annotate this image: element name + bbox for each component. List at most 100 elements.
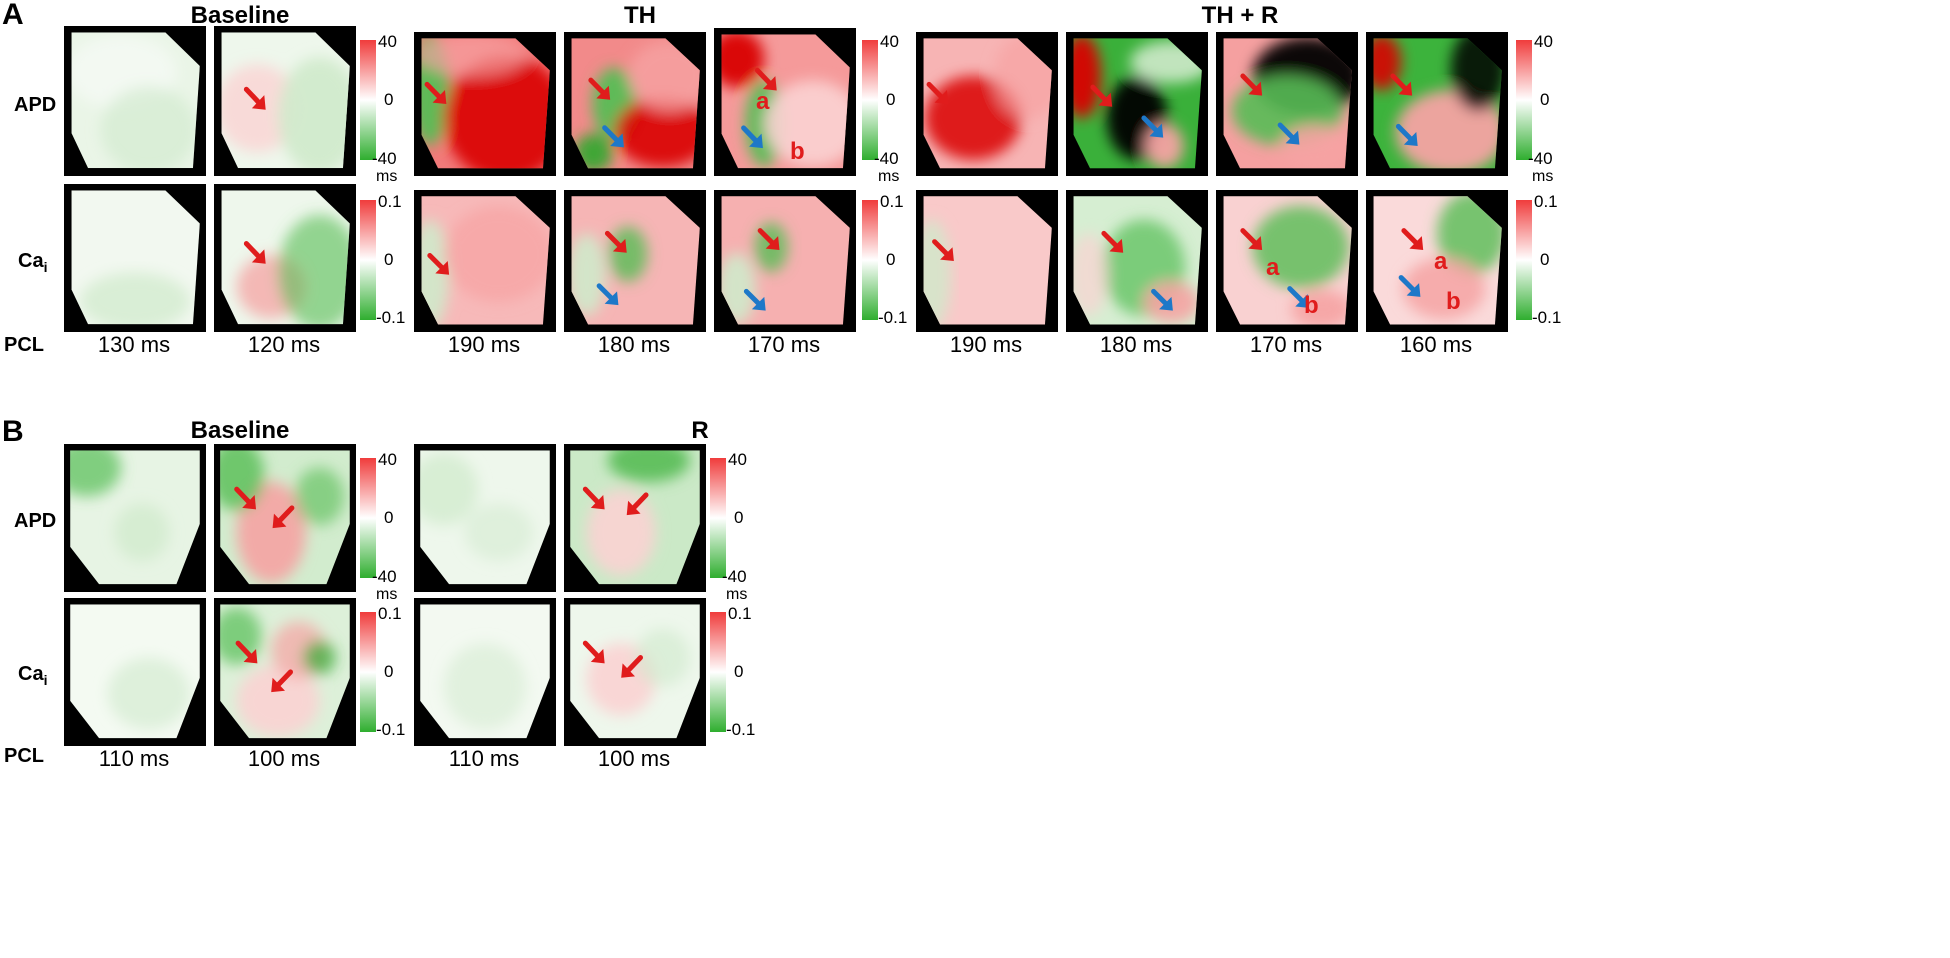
blue-arrow-icon [602, 125, 624, 148]
pcl-value: 170 ms [747, 332, 821, 357]
colorbar-min: -0.1 [878, 308, 908, 327]
colorbar-max: 0.1 [880, 192, 904, 211]
blue-arrow-icon [1141, 115, 1164, 138]
red-arrow-icon [243, 86, 266, 110]
annotation-b: b [790, 138, 805, 165]
group-title-baseline-b: Baseline [190, 417, 290, 444]
pcl-value: 190 ms [949, 332, 1023, 357]
group-title-th-r: TH + R [1201, 2, 1279, 29]
blue-arrow-icon [1277, 122, 1300, 145]
tissue-map [216, 28, 354, 174]
tissue-map [216, 186, 354, 330]
colorbar-min: -0.1 [726, 720, 756, 739]
colorbar-gradient [1516, 200, 1532, 320]
red-arrow-icon [926, 81, 949, 104]
pcl-value: 170 ms [1249, 332, 1323, 357]
colorbar-min: -40 [874, 149, 899, 168]
map-ca-b2 [214, 598, 356, 746]
pcl-value: 190 ms [447, 332, 521, 357]
red-arrow-icon [235, 640, 258, 664]
red-arrow-icon [626, 492, 649, 516]
tissue-map [216, 446, 354, 590]
red-arrow-icon [272, 505, 295, 529]
colorbar-gradient [360, 458, 376, 578]
red-arrow-icon [243, 241, 266, 264]
colorbar-min: -0.1 [1532, 308, 1562, 327]
map-apd-a4 [564, 32, 706, 176]
colorbar-max: 40 [728, 450, 747, 469]
blue-arrow-icon [1151, 288, 1173, 311]
map-apd-b2 [214, 444, 356, 592]
panel-letter-b: B [2, 415, 24, 448]
pcl-value: 180 ms [597, 332, 671, 357]
colorbar-min: -40 [1528, 149, 1553, 168]
annotation-b: b [1304, 292, 1319, 319]
tissue-map [416, 600, 554, 744]
tissue-map [66, 186, 204, 330]
annotation-a: a [1434, 248, 1448, 275]
pcl-value: 100 ms [597, 746, 671, 771]
map-apd-a7 [1066, 32, 1208, 176]
map-apd-a8 [1216, 32, 1358, 176]
tissue-map [216, 600, 354, 744]
tissue-map [1368, 192, 1506, 330]
pcl-value: 100 ms [247, 746, 321, 771]
map-ca-a2 [214, 184, 356, 332]
row-label-ca-b: Cai [18, 663, 47, 688]
colorbar-gradient [710, 612, 726, 732]
map-apd-b1 [64, 444, 206, 592]
red-arrow-icon [757, 228, 780, 250]
pcl-value: 110 ms [448, 746, 520, 771]
tissue-map [416, 192, 554, 330]
map-ca-a6 [916, 190, 1058, 332]
tissue-map [1218, 192, 1356, 330]
colorbar-mid: 0 [384, 90, 394, 109]
tissue-map [566, 600, 704, 744]
colorbar-unit: ms [376, 586, 398, 603]
red-arrow-icon [754, 67, 777, 91]
row-label-ca-a: Cai [18, 250, 47, 275]
red-arrow-icon [1101, 230, 1124, 253]
red-arrow-icon [1401, 228, 1424, 250]
tissue-map [1068, 34, 1206, 174]
map-apd-b3 [414, 444, 556, 592]
colorbar-min: -40 [722, 567, 747, 586]
pcl-value: 130 ms [97, 332, 171, 357]
group-title-r: R [691, 417, 709, 444]
blue-arrow-icon [1287, 286, 1310, 308]
colorbar-max: 0.1 [378, 604, 402, 623]
red-arrow-icon [271, 669, 294, 693]
colorbar-min: -40 [372, 149, 397, 168]
map-apd-a9 [1366, 32, 1508, 176]
colorbar-mid: 0 [886, 90, 896, 109]
map-apd-a1 [64, 26, 206, 176]
map-apd-a3 [414, 32, 556, 176]
colorbar-gradient [862, 200, 878, 320]
colorbar-gradient [360, 200, 376, 320]
row-label-pcl-b: PCL [4, 745, 44, 767]
map-ca-a5 [714, 190, 856, 332]
map-ca-a1 [64, 184, 206, 332]
colorbar-gradient [360, 612, 376, 732]
blue-arrow-icon [743, 288, 766, 311]
pcl-value: 110 ms [98, 746, 170, 771]
map-ca-b3 [414, 598, 556, 746]
ca-label-subscript: i [43, 672, 48, 688]
annotation-b: b [1446, 288, 1461, 315]
colorbar-mid: 0 [1540, 250, 1550, 269]
colorbar-unit: ms [878, 168, 900, 185]
colorbar-mid: 0 [734, 662, 744, 681]
map-ca-a3 [414, 190, 556, 332]
blue-arrow-icon [1395, 123, 1418, 146]
map-ca-a9 [1366, 190, 1508, 332]
red-arrow-icon [588, 77, 611, 100]
red-arrow-icon [427, 252, 450, 275]
red-arrow-icon [582, 486, 605, 510]
pcl-value: 180 ms [1099, 332, 1173, 357]
tissue-map [566, 446, 704, 590]
map-ca-a7 [1066, 190, 1208, 332]
row-label-apd-b: APD [14, 510, 57, 532]
colorbar-mid: 0 [384, 662, 394, 681]
red-arrow-icon [582, 640, 605, 664]
blue-arrow-icon [1398, 275, 1421, 297]
